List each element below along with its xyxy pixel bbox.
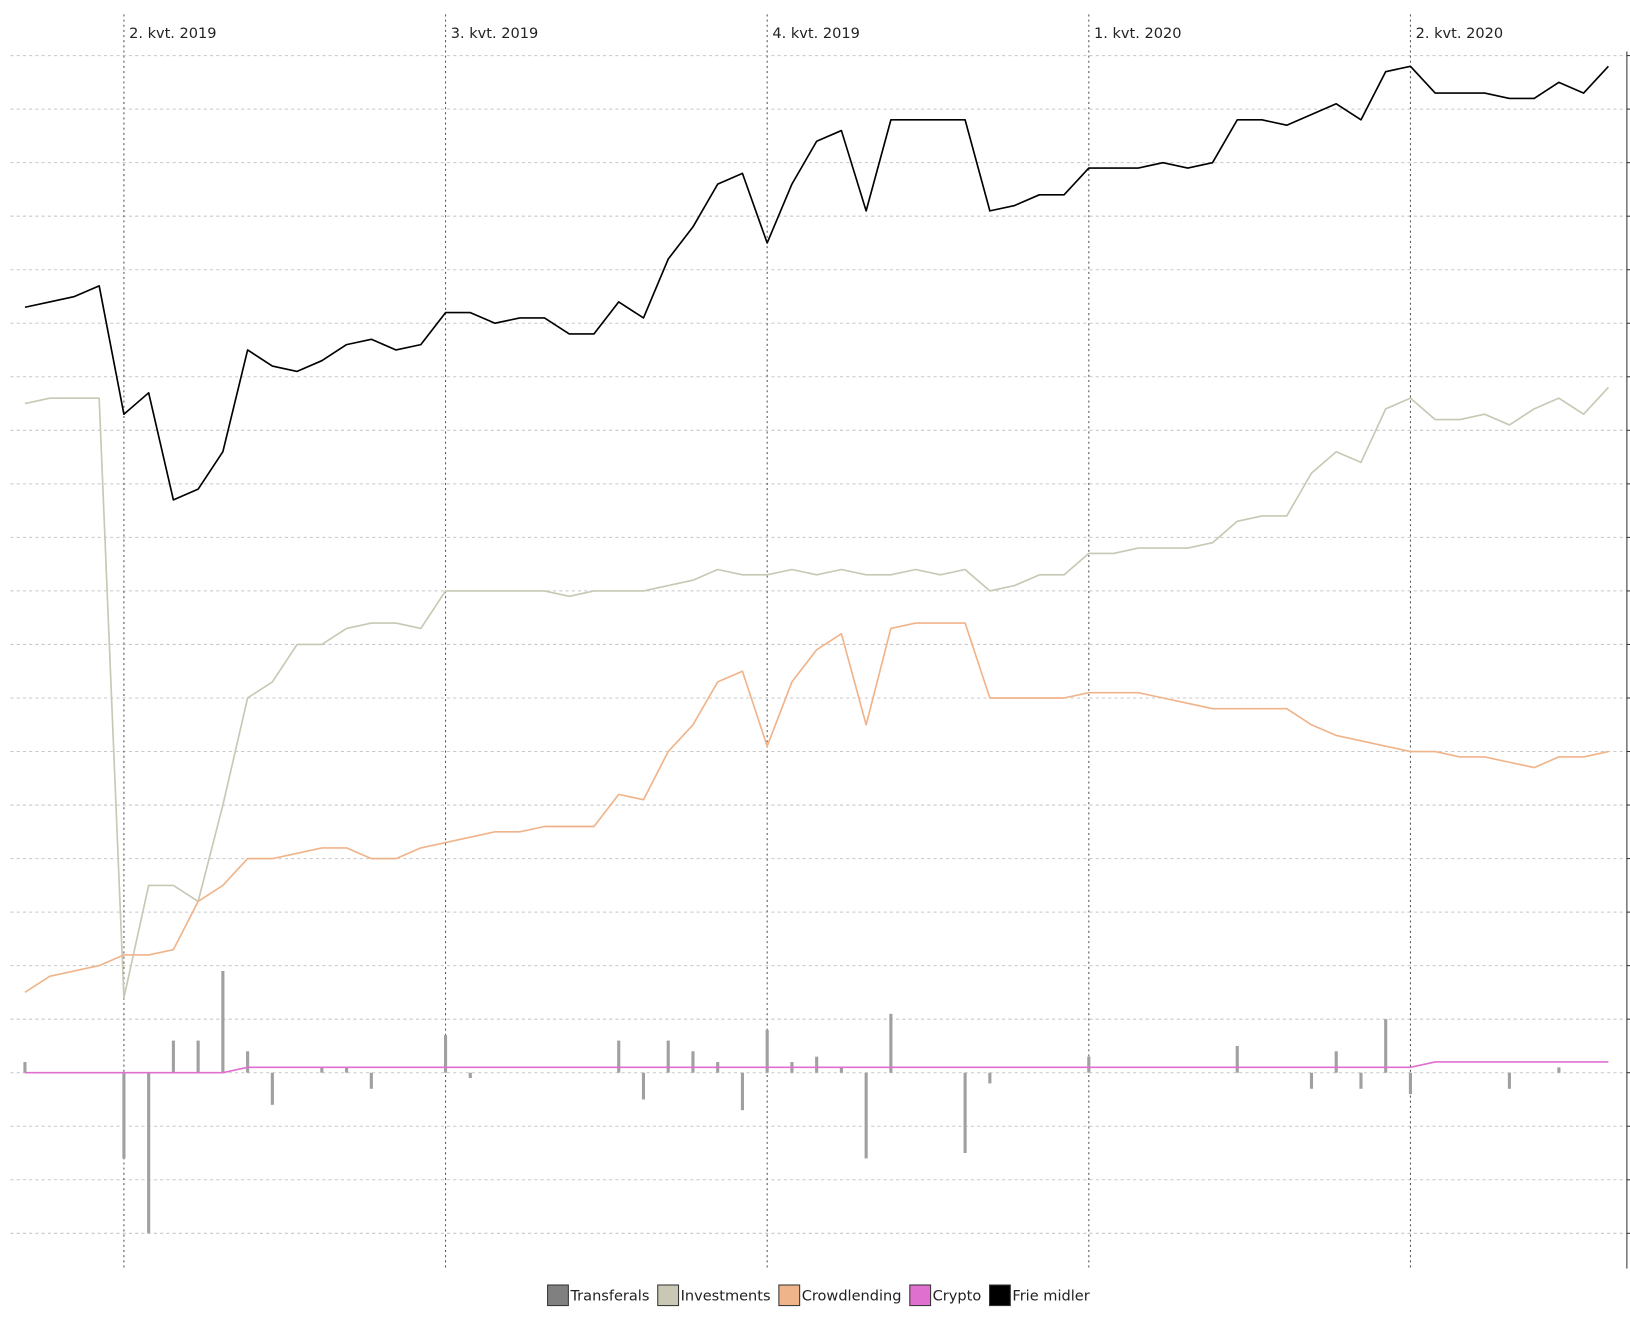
- bar: [641, 1072, 646, 1100]
- bar: [815, 1056, 819, 1073]
- bar: [666, 1040, 670, 1073]
- bar: [839, 1067, 843, 1073]
- bar: [1408, 1072, 1413, 1095]
- bar: [1359, 1072, 1363, 1089]
- bar: [369, 1072, 373, 1089]
- bar: [1334, 1051, 1338, 1073]
- bar: [1507, 1072, 1511, 1089]
- bar: [23, 1062, 27, 1073]
- line: [24, 65, 1609, 501]
- x-tick-label: 2. kvt. 2020: [1416, 26, 1503, 42]
- bar: [1235, 1045, 1239, 1073]
- bar: [1384, 1019, 1388, 1073]
- legend-label: Crowdlending: [802, 1288, 902, 1304]
- line: [24, 622, 1609, 994]
- bar: [617, 1040, 621, 1073]
- legend-swatch: [547, 1284, 569, 1307]
- bar: [345, 1067, 349, 1073]
- x-tick-label: 1. kvt. 2020: [1094, 26, 1181, 42]
- bar: [1087, 1056, 1091, 1073]
- bar: [147, 1072, 151, 1234]
- legend-swatch: [989, 1284, 1011, 1307]
- line: [24, 386, 1609, 999]
- bar: [320, 1067, 324, 1073]
- bar: [221, 970, 225, 1073]
- bar: [963, 1072, 967, 1154]
- bar: [270, 1072, 274, 1105]
- bar: [468, 1072, 472, 1079]
- line: [24, 1061, 1609, 1074]
- legend: Transferals Investments Crowdlending Crypto…: [547, 1284, 1090, 1307]
- bar: [864, 1072, 868, 1159]
- bar: [171, 1040, 175, 1073]
- bar: [443, 1035, 448, 1073]
- bar: [691, 1051, 695, 1073]
- bar: [988, 1072, 992, 1084]
- bar: [1309, 1072, 1314, 1089]
- bar: [765, 1029, 769, 1073]
- bar: [1557, 1067, 1561, 1073]
- bar: [246, 1051, 250, 1073]
- legend-label: Crypto: [933, 1288, 982, 1304]
- legend-label: Transferals: [569, 1288, 649, 1304]
- legend-label: Frie midler: [1012, 1288, 1089, 1304]
- x-tick-label: 4. kvt. 2019: [772, 26, 859, 42]
- bar: [889, 1013, 893, 1073]
- x-tick-label: 2. kvt. 2019: [129, 26, 216, 42]
- legend-swatch: [657, 1284, 680, 1307]
- bar: [196, 1040, 200, 1073]
- x-tick-label: 3. kvt. 2019: [451, 26, 538, 42]
- bar: [122, 1072, 126, 1159]
- bar: [740, 1072, 744, 1111]
- legend-swatch: [909, 1284, 932, 1307]
- legend-swatch: [778, 1284, 801, 1307]
- legend-label: Investments: [681, 1288, 771, 1304]
